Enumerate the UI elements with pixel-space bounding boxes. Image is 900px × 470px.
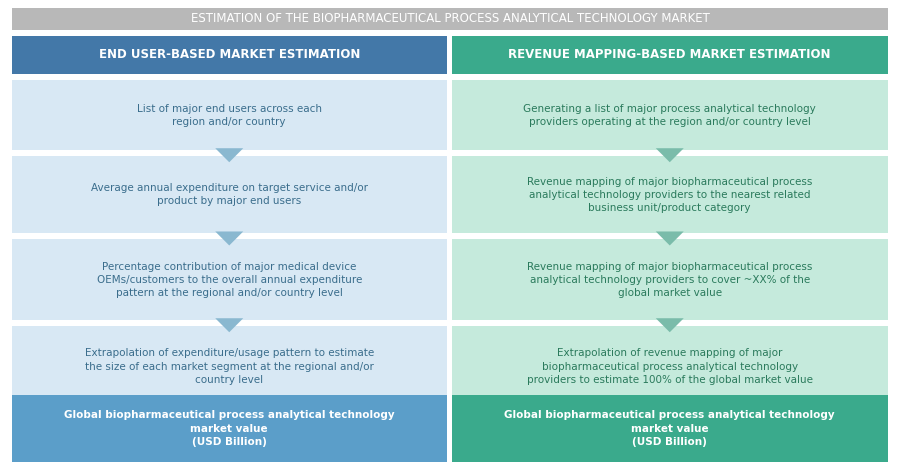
Text: List of major end users across each
region and/or country: List of major end users across each regi… [137, 103, 322, 127]
Text: END USER-BASED MARKET ESTIMATION: END USER-BASED MARKET ESTIMATION [99, 48, 360, 62]
Bar [12, 36, 446, 74]
Text: Percentage contribution of major medical device
OEMs/customers to the overall an: Percentage contribution of major medical… [96, 262, 362, 298]
Bar [12, 80, 446, 150]
Text: Extrapolation of revenue mapping of major
biopharmaceutical process analytical t: Extrapolation of revenue mapping of majo… [526, 348, 813, 385]
Bar [452, 36, 888, 74]
Bar [12, 240, 446, 320]
Polygon shape [656, 232, 684, 245]
Bar [452, 240, 888, 320]
Text: Global biopharmaceutical process analytical technology
market value
(USD Billion: Global biopharmaceutical process analyti… [64, 410, 394, 446]
Text: Revenue mapping of major biopharmaceutical process
analytical technology provide: Revenue mapping of major biopharmaceutic… [527, 262, 813, 298]
Bar [12, 326, 446, 407]
Text: Extrapolation of expenditure/usage pattern to estimate
the size of each market s: Extrapolation of expenditure/usage patte… [85, 348, 374, 385]
Bar [452, 156, 888, 234]
Text: Generating a list of major process analytical technology
providers operating at : Generating a list of major process analy… [524, 103, 816, 127]
Bar [12, 395, 446, 462]
Polygon shape [215, 318, 243, 332]
Text: Global biopharmaceutical process analytical technology
market value
(USD Billion: Global biopharmaceutical process analyti… [504, 410, 835, 446]
Bar [452, 80, 888, 150]
Polygon shape [656, 318, 684, 332]
Polygon shape [215, 148, 243, 162]
Bar [12, 156, 446, 234]
Bar [12, 8, 888, 30]
Text: Revenue mapping of major biopharmaceutical process
analytical technology provide: Revenue mapping of major biopharmaceutic… [527, 177, 813, 213]
Bar [452, 326, 888, 407]
Text: ESTIMATION OF THE BIOPHARMACEUTICAL PROCESS ANALYTICAL TECHNOLOGY MARKET: ESTIMATION OF THE BIOPHARMACEUTICAL PROC… [191, 13, 709, 25]
Polygon shape [215, 232, 243, 245]
Text: Average annual expenditure on target service and/or
product by major end users: Average annual expenditure on target ser… [91, 183, 368, 206]
Text: REVENUE MAPPING-BASED MARKET ESTIMATION: REVENUE MAPPING-BASED MARKET ESTIMATION [508, 48, 831, 62]
Polygon shape [656, 148, 684, 162]
Bar [452, 395, 888, 462]
